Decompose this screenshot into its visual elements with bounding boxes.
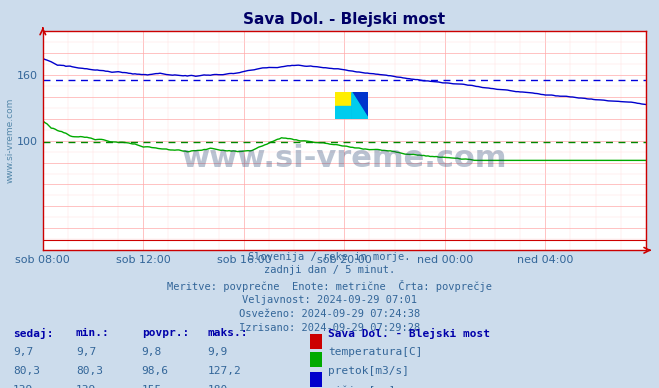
Text: pretok[m3/s]: pretok[m3/s] bbox=[328, 365, 409, 376]
Text: 9,8: 9,8 bbox=[142, 347, 162, 357]
Text: www.si-vreme.com: www.si-vreme.com bbox=[182, 144, 507, 173]
Text: 9,7: 9,7 bbox=[13, 347, 34, 357]
Text: 127,2: 127,2 bbox=[208, 365, 241, 376]
Text: sedaj:: sedaj: bbox=[13, 328, 53, 339]
Text: 98,6: 98,6 bbox=[142, 365, 169, 376]
FancyBboxPatch shape bbox=[310, 372, 322, 386]
Text: Slovenija / reke in morje.
zadnji dan / 5 minut.
Meritve: povprečne  Enote: metr: Slovenija / reke in morje. zadnji dan / … bbox=[167, 252, 492, 333]
Text: Sava Dol. - Blejski most: Sava Dol. - Blejski most bbox=[328, 328, 490, 339]
Text: 80,3: 80,3 bbox=[76, 365, 103, 376]
Text: 180: 180 bbox=[208, 385, 228, 388]
FancyBboxPatch shape bbox=[310, 352, 322, 367]
Text: višina[cm]: višina[cm] bbox=[328, 385, 395, 388]
FancyBboxPatch shape bbox=[310, 334, 322, 349]
Title: Sava Dol. - Blejski most: Sava Dol. - Blejski most bbox=[243, 12, 445, 27]
Y-axis label: www.si-vreme.com: www.si-vreme.com bbox=[5, 98, 14, 184]
Polygon shape bbox=[352, 92, 368, 119]
Text: temperatura[C]: temperatura[C] bbox=[328, 347, 422, 357]
Text: 9,7: 9,7 bbox=[76, 347, 96, 357]
Bar bbox=[335, 106, 352, 119]
Text: min.:: min.: bbox=[76, 328, 109, 338]
Text: maks.:: maks.: bbox=[208, 328, 248, 338]
Text: 155: 155 bbox=[142, 385, 162, 388]
Polygon shape bbox=[352, 92, 368, 119]
Text: 80,3: 80,3 bbox=[13, 365, 40, 376]
Text: povpr.:: povpr.: bbox=[142, 328, 189, 338]
Bar bbox=[335, 92, 352, 106]
Text: 9,9: 9,9 bbox=[208, 347, 228, 357]
Text: 139: 139 bbox=[76, 385, 96, 388]
Text: 139: 139 bbox=[13, 385, 34, 388]
